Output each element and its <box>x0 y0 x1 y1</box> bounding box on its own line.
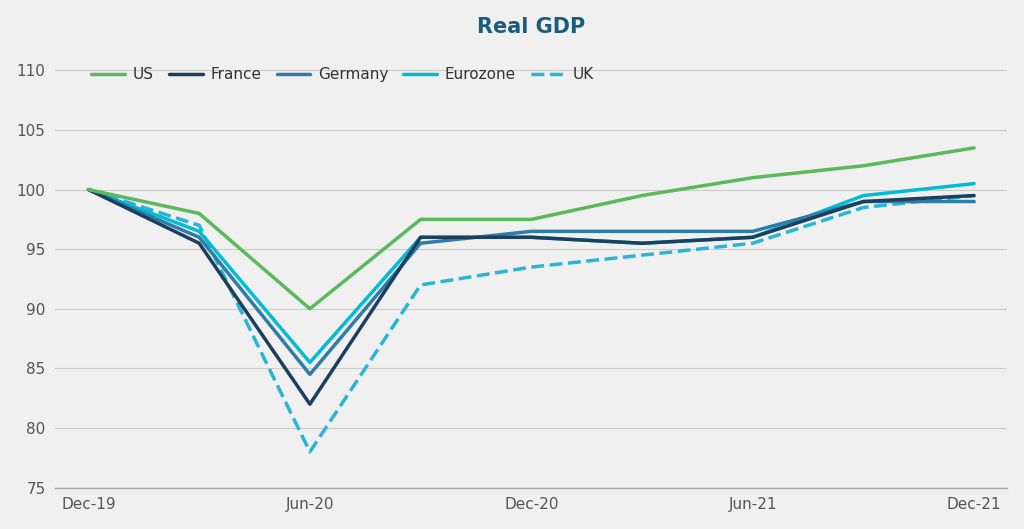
Eurozone <box>194 228 206 234</box>
France <box>194 240 206 247</box>
US <box>194 210 206 216</box>
Eurozone <box>415 234 427 241</box>
Germany <box>636 228 648 234</box>
France <box>525 234 538 241</box>
Germany <box>415 240 427 247</box>
France <box>304 401 316 407</box>
UK <box>746 240 759 247</box>
Line: UK: UK <box>88 189 974 452</box>
US <box>525 216 538 223</box>
Germany <box>746 228 759 234</box>
Germany <box>304 371 316 378</box>
France <box>82 186 94 193</box>
France <box>636 240 648 247</box>
UK <box>525 264 538 270</box>
France <box>415 234 427 241</box>
UK <box>194 222 206 229</box>
Line: Eurozone: Eurozone <box>88 184 974 362</box>
Eurozone <box>746 234 759 241</box>
Germany <box>968 198 980 205</box>
US <box>82 186 94 193</box>
US <box>746 175 759 181</box>
UK <box>415 282 427 288</box>
Germany <box>525 228 538 234</box>
UK <box>82 186 94 193</box>
Title: Real GDP: Real GDP <box>477 17 586 37</box>
Line: US: US <box>88 148 974 309</box>
UK <box>304 449 316 455</box>
Eurozone <box>82 186 94 193</box>
US <box>968 145 980 151</box>
UK <box>857 204 869 211</box>
Eurozone <box>525 234 538 241</box>
UK <box>968 193 980 199</box>
Legend: US, France, Germany, Eurozone, UK: US, France, Germany, Eurozone, UK <box>91 67 594 83</box>
Line: France: France <box>88 189 974 404</box>
France <box>746 234 759 241</box>
US <box>857 162 869 169</box>
France <box>968 193 980 199</box>
Eurozone <box>857 193 869 199</box>
Eurozone <box>304 359 316 366</box>
UK <box>636 252 648 258</box>
Germany <box>194 234 206 241</box>
France <box>857 198 869 205</box>
US <box>636 193 648 199</box>
Germany <box>857 198 869 205</box>
Germany <box>82 186 94 193</box>
Eurozone <box>968 180 980 187</box>
Line: Germany: Germany <box>88 189 974 375</box>
US <box>415 216 427 223</box>
Eurozone <box>636 240 648 247</box>
US <box>304 306 316 312</box>
